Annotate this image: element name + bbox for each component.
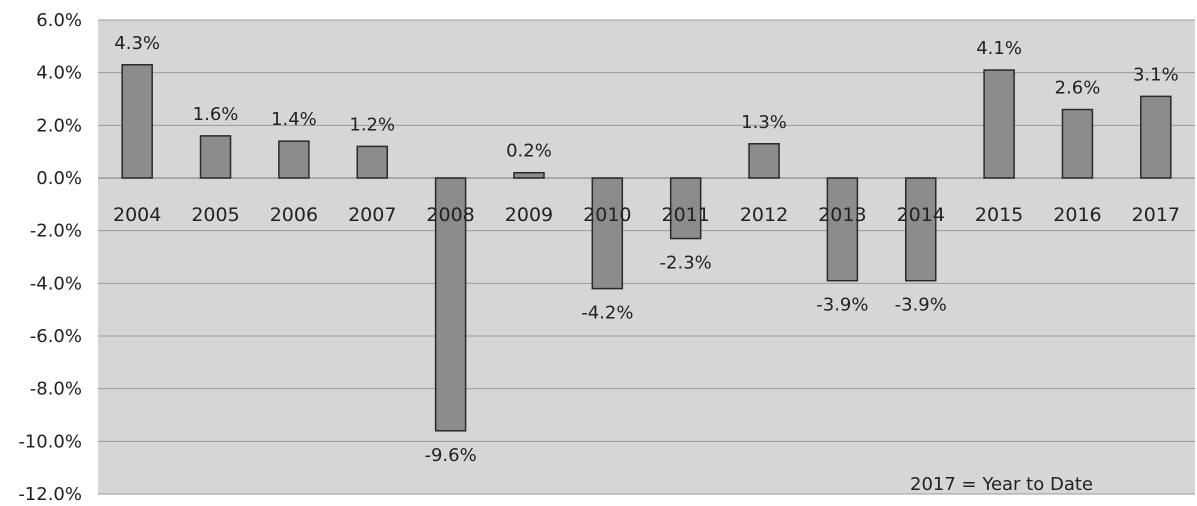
data-label-2008: -9.6% <box>424 445 476 466</box>
bar-2007 <box>356 145 388 179</box>
bar-2017 <box>1140 95 1172 179</box>
y-tick-label: 6.0% <box>36 10 82 31</box>
bar-2012 <box>748 143 780 179</box>
category-label-2017: 2017 <box>1132 204 1180 226</box>
data-label-2010: -4.2% <box>581 303 633 324</box>
category-label-2009: 2009 <box>505 204 553 226</box>
y-tick-label: -2.0% <box>30 221 82 242</box>
data-label-2014: -3.9% <box>895 295 947 316</box>
data-label-2012: 1.3% <box>741 112 787 133</box>
data-label-2017: 3.1% <box>1133 64 1179 85</box>
y-tick-label: -4.0% <box>30 273 82 294</box>
y-tick-label: 4.0% <box>36 63 82 84</box>
category-label-2016: 2016 <box>1053 204 1101 226</box>
data-label-2015: 4.1% <box>976 38 1022 59</box>
y-tick-label: 2.0% <box>36 115 82 136</box>
category-label-2004: 2004 <box>113 204 161 226</box>
y-tick-label: -12.0% <box>18 484 82 505</box>
bar-2004 <box>121 64 153 179</box>
bar-2010 <box>591 177 624 290</box>
bars <box>121 64 1172 432</box>
bar-2015 <box>983 69 1015 179</box>
annotation-year-to-date: 2017 = Year to Date <box>910 474 1093 495</box>
category-label-2014: 2014 <box>897 204 945 226</box>
bar-2013 <box>826 177 859 282</box>
plot-area <box>98 20 1195 494</box>
category-label-2015: 2015 <box>975 204 1023 226</box>
data-label-2007: 1.2% <box>349 114 395 135</box>
data-label-2013: -3.9% <box>816 295 868 316</box>
y-tick-label: 0.0% <box>36 168 82 189</box>
data-label-2009: 0.2% <box>506 141 552 162</box>
y-tick-label: -8.0% <box>30 379 82 400</box>
data-labels: 4.3% 1.6% 1.4% 1.2% -9.6% 0.2% -4.2% -2.3% 1.3% -… <box>114 33 1178 466</box>
bar-2009 <box>513 171 545 179</box>
bar-2016 <box>1061 108 1094 179</box>
category-label-2012: 2012 <box>740 204 788 226</box>
category-label-2007: 2007 <box>348 204 396 226</box>
data-label-2011: -2.3% <box>660 253 712 274</box>
bar-2005 <box>199 135 232 179</box>
bar-2006 <box>278 140 310 179</box>
category-label-2013: 2013 <box>818 204 866 226</box>
data-label-2005: 1.6% <box>193 104 239 125</box>
y-axis-ticks: 6.0% 4.0% 2.0% 0.0% -2.0% -4.0% -6.0% -8.0% -10.… <box>18 10 82 505</box>
category-label-2011: 2011 <box>661 204 709 226</box>
category-label-2010: 2010 <box>583 204 631 226</box>
category-label-2005: 2005 <box>191 204 239 226</box>
category-label-2006: 2006 <box>270 204 318 226</box>
y-tick-label: -10.0% <box>18 431 82 452</box>
bar-2014 <box>905 177 937 282</box>
category-labels: 2004 2005 2006 2007 2008 2009 2010 2011 2012 2013… <box>113 204 1180 226</box>
category-label-2008: 2008 <box>426 204 474 226</box>
data-label-2016: 2.6% <box>1055 78 1101 99</box>
data-label-2004: 4.3% <box>114 33 160 54</box>
y-tick-label: -6.0% <box>30 326 82 347</box>
data-label-2006: 1.4% <box>271 109 317 130</box>
bar-2008 <box>434 177 467 432</box>
bar-2011 <box>669 177 702 240</box>
